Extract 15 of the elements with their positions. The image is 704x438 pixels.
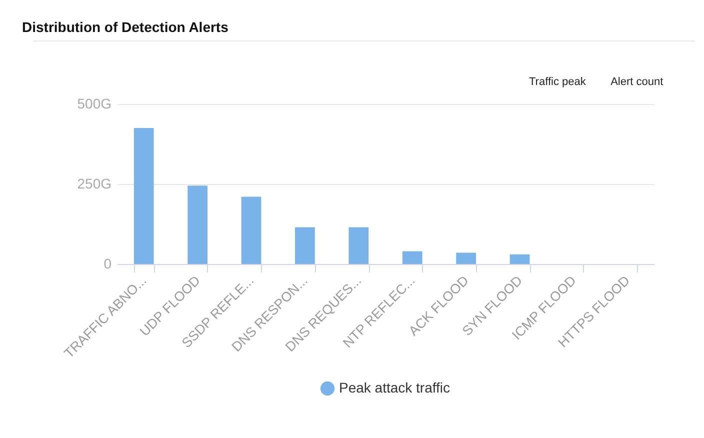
bar xyxy=(402,251,422,264)
text: Alert count xyxy=(610,76,664,88)
text: Traffic peak xyxy=(529,76,586,88)
legend-label: Peak attack traffic xyxy=(339,380,450,396)
y-tick-label: 0 xyxy=(104,256,112,272)
bar xyxy=(348,227,369,264)
bar xyxy=(241,196,262,264)
y-tick-label: 500G xyxy=(77,96,112,112)
bar xyxy=(134,128,154,264)
y-tick-label: 250G xyxy=(77,176,112,192)
bar xyxy=(510,254,530,264)
bar xyxy=(295,227,315,264)
chart-title: Distribution of Detection Alerts xyxy=(22,19,229,35)
bar xyxy=(188,186,208,264)
bar xyxy=(456,252,476,264)
